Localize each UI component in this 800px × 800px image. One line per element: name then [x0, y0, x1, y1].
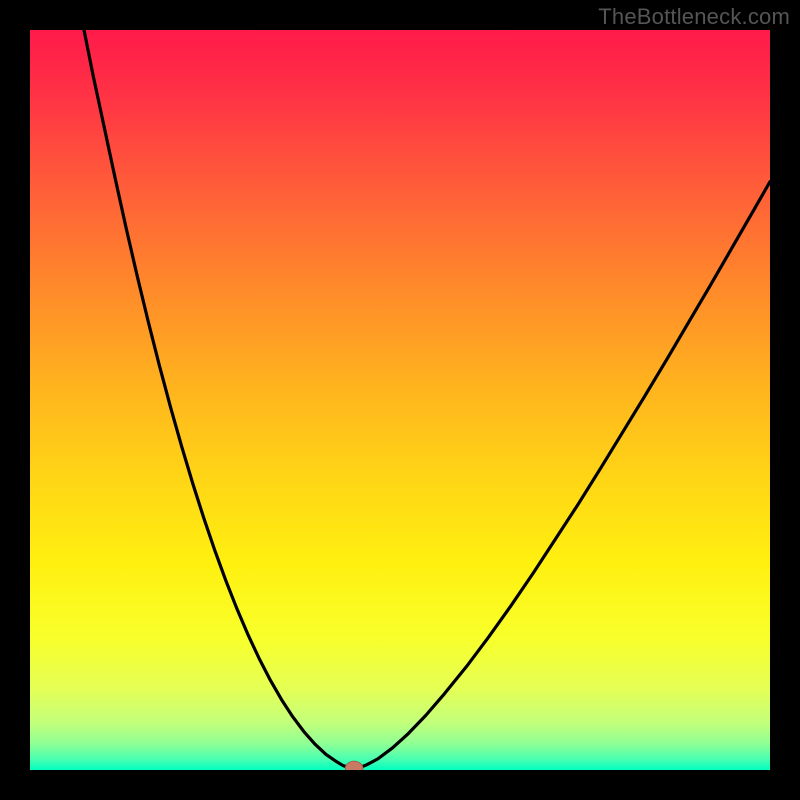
watermark-text: TheBottleneck.com	[598, 4, 790, 30]
bottleneck-chart	[30, 30, 770, 770]
chart-container: TheBottleneck.com	[0, 0, 800, 800]
gradient-background	[30, 30, 770, 770]
